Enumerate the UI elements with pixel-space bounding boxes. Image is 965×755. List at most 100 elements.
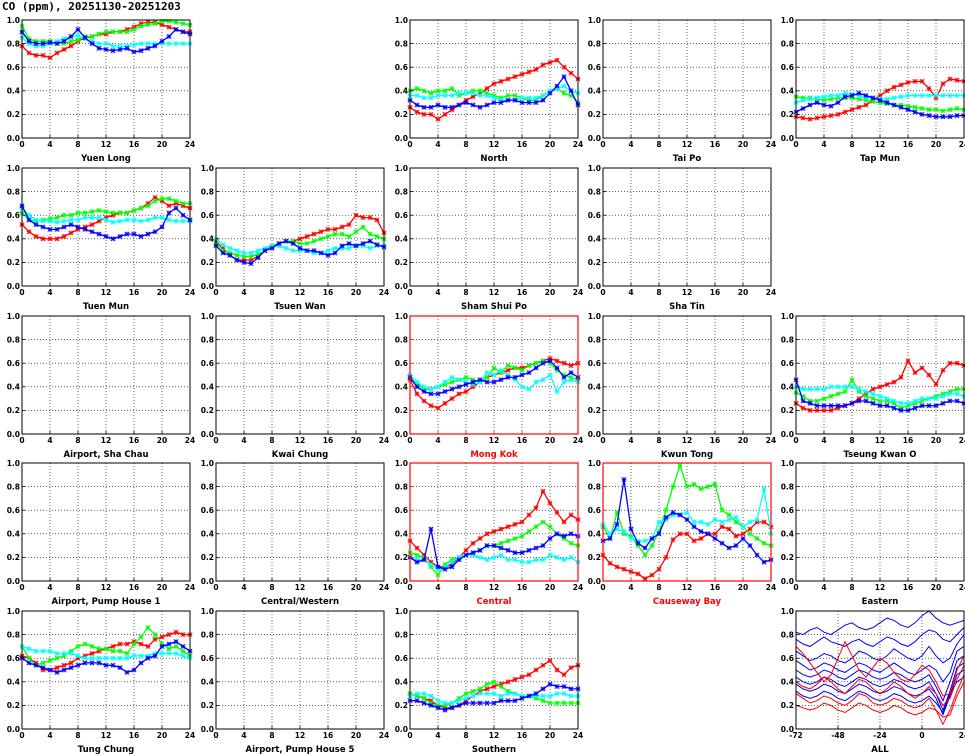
y-tick-label: 1.0 (201, 164, 214, 173)
data-point-marker (533, 557, 539, 563)
data-point-marker (421, 95, 427, 101)
data-point-marker (463, 374, 469, 380)
data-point-marker (117, 665, 123, 671)
data-point-marker (547, 524, 553, 530)
data-point-marker (311, 250, 317, 256)
data-point-marker (463, 695, 469, 701)
data-point-marker (173, 41, 179, 47)
data-point-marker (747, 519, 753, 525)
x-tick-label: 20 (157, 731, 167, 740)
x-tick-label: 0 (407, 140, 412, 149)
x-tick-label: 8 (656, 583, 661, 592)
data-point-marker (297, 245, 303, 251)
y-tick-label: 0.4 (781, 678, 794, 687)
data-point-marker (912, 400, 918, 406)
data-point-marker (68, 212, 74, 218)
data-point-marker (325, 233, 331, 239)
data-point-marker (849, 377, 855, 383)
data-point-marker (442, 707, 448, 713)
data-point-marker (414, 698, 420, 704)
x-tick-label: 16 (903, 140, 913, 149)
data-point-marker (905, 400, 911, 406)
x-tick-label: 4 (435, 436, 440, 445)
data-point-marker (152, 215, 158, 221)
y-tick-label: 0.0 (781, 134, 794, 143)
station-panel: 0 4 8 12 16 20 24 0.0 0.2 0.4 0.6 0.8 1.0 Tap Mun (781, 16, 965, 164)
data-point-marker (561, 83, 567, 89)
data-point-marker (332, 250, 338, 256)
data-point-marker (61, 653, 67, 659)
data-point-marker (131, 639, 137, 645)
data-point-marker (26, 50, 32, 56)
data-point-marker (470, 693, 476, 699)
data-point-marker (262, 248, 268, 254)
data-point-marker (442, 705, 448, 711)
data-point-marker (138, 218, 144, 224)
data-point-marker (547, 88, 553, 94)
y-tick-label: 0.0 (201, 430, 214, 439)
data-point-marker (905, 80, 911, 86)
data-point-marker (933, 403, 939, 409)
y-tick-label: 1.0 (7, 312, 20, 321)
data-point-marker (463, 379, 469, 385)
data-point-marker (421, 700, 427, 706)
data-point-marker (470, 381, 476, 387)
data-point-marker (353, 243, 359, 249)
data-point-marker (166, 203, 172, 209)
data-point-marker (947, 76, 953, 82)
plot-frame (21, 19, 191, 139)
data-point-marker (110, 29, 116, 35)
data-point-marker (656, 519, 662, 525)
data-point-marker (152, 43, 158, 49)
y-tick-label: 0.0 (588, 577, 601, 586)
data-point-marker (145, 231, 151, 237)
data-point-marker (166, 632, 172, 638)
y-tick-label: 0.2 (7, 701, 20, 710)
data-point-marker (484, 691, 490, 697)
y-tick-label: 1.0 (201, 312, 214, 321)
data-point-marker (124, 650, 130, 656)
data-point-marker (290, 248, 296, 254)
data-point-marker (152, 194, 158, 201)
y-tick-label: 0.8 (201, 187, 214, 196)
data-point-marker (269, 245, 275, 251)
data-point-marker (124, 43, 130, 49)
data-point-marker (96, 207, 102, 213)
data-point-marker (449, 104, 455, 110)
data-point-marker (339, 224, 345, 230)
data-point-marker (26, 646, 32, 652)
data-point-marker (835, 93, 841, 99)
x-tick-label: 12 (489, 288, 499, 297)
y-tick-label: 1.0 (201, 607, 214, 616)
y-tick-label: 0.0 (7, 725, 20, 734)
data-point-marker (561, 536, 567, 542)
x-tick-label: 16 (903, 583, 913, 592)
y-tick-label: 0.8 (395, 630, 408, 639)
data-point-marker (61, 218, 67, 224)
data-point-marker (484, 90, 490, 96)
data-point-marker (367, 215, 373, 221)
x-tick-label: 4 (47, 436, 52, 445)
data-point-marker (691, 524, 697, 530)
data-point-marker (519, 95, 525, 101)
data-point-marker (477, 547, 483, 553)
data-point-marker (547, 658, 553, 664)
y-tick-label: 0.2 (201, 701, 214, 710)
station-label: Airport, Pump House 1 (52, 597, 161, 607)
data-point-marker (152, 650, 158, 656)
data-point-marker (318, 236, 324, 242)
data-point-marker (849, 400, 855, 406)
y-tick-label: 0.8 (781, 39, 794, 48)
y-tick-label: 0.8 (588, 482, 601, 491)
data-point-marker (325, 226, 331, 232)
data-point-marker (726, 512, 732, 518)
data-point-marker (505, 557, 511, 563)
y-tick-label: 0.4 (7, 530, 20, 539)
station-label: Sham Shui Po (461, 302, 527, 312)
y-tick-label: 0.4 (201, 530, 214, 539)
data-point-marker (926, 113, 932, 119)
data-point-marker (898, 374, 904, 380)
data-point-marker (470, 94, 476, 100)
data-point-marker (138, 23, 144, 29)
y-tick-label: 0.8 (7, 187, 20, 196)
